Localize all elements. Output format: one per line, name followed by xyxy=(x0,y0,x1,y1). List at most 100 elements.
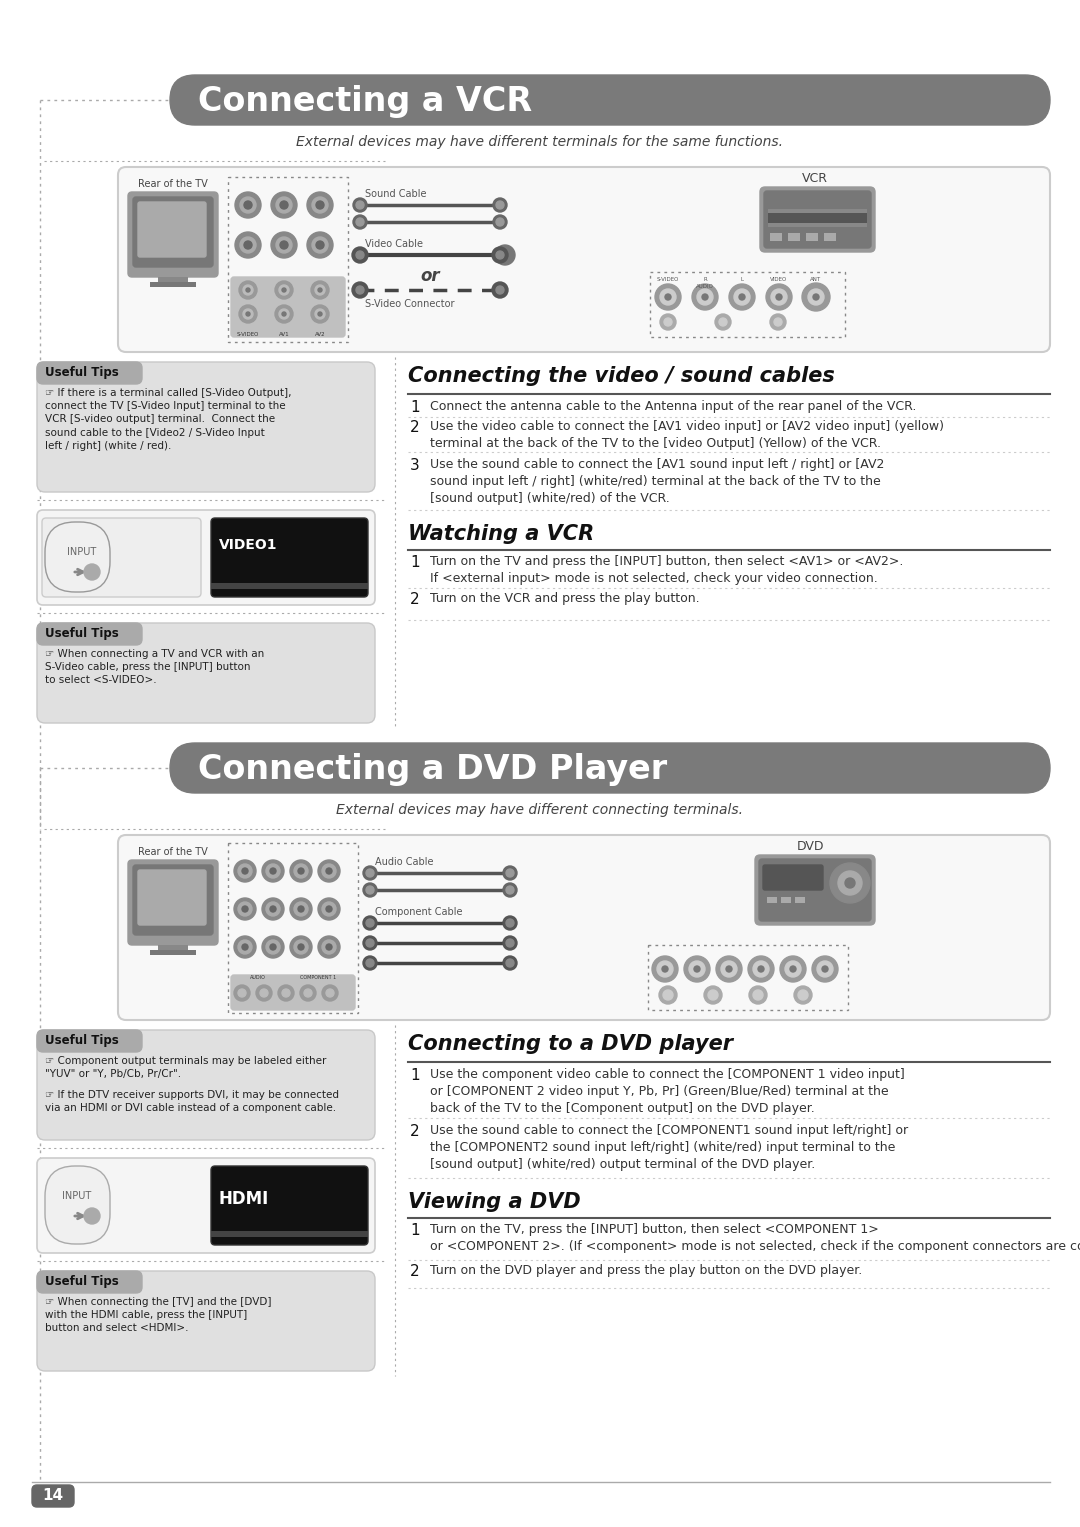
Circle shape xyxy=(496,286,504,295)
Circle shape xyxy=(708,989,718,1000)
FancyBboxPatch shape xyxy=(231,276,345,337)
FancyBboxPatch shape xyxy=(762,864,823,890)
Circle shape xyxy=(507,869,514,876)
Circle shape xyxy=(663,989,673,1000)
FancyBboxPatch shape xyxy=(37,362,141,383)
Circle shape xyxy=(271,232,297,258)
Circle shape xyxy=(240,197,256,212)
Circle shape xyxy=(262,860,284,883)
Circle shape xyxy=(279,308,289,319)
Text: R
AUDIO: R AUDIO xyxy=(697,276,714,289)
FancyBboxPatch shape xyxy=(760,186,875,252)
Text: 1: 1 xyxy=(410,1067,420,1083)
Bar xyxy=(824,234,836,241)
Circle shape xyxy=(303,989,312,997)
Circle shape xyxy=(356,286,364,295)
Circle shape xyxy=(262,898,284,919)
Circle shape xyxy=(282,289,286,292)
Bar xyxy=(806,234,818,241)
FancyBboxPatch shape xyxy=(45,1167,110,1245)
Circle shape xyxy=(366,959,374,967)
Circle shape xyxy=(278,985,294,1002)
FancyBboxPatch shape xyxy=(133,864,213,935)
Text: S-VIDEO: S-VIDEO xyxy=(237,331,259,337)
Text: Rear of the TV: Rear of the TV xyxy=(138,179,207,189)
Text: Watching a VCR: Watching a VCR xyxy=(408,524,594,544)
Circle shape xyxy=(318,936,340,957)
Circle shape xyxy=(242,867,248,873)
Circle shape xyxy=(276,237,292,253)
Bar xyxy=(228,177,348,342)
Text: Useful Tips: Useful Tips xyxy=(45,1275,119,1287)
Circle shape xyxy=(822,967,828,973)
FancyBboxPatch shape xyxy=(138,870,206,925)
Circle shape xyxy=(684,956,710,982)
Circle shape xyxy=(507,939,514,947)
Circle shape xyxy=(753,989,762,1000)
Text: 2: 2 xyxy=(410,1124,420,1139)
Circle shape xyxy=(492,247,508,263)
Circle shape xyxy=(366,919,374,927)
Text: ☞ When connecting the [TV] and the [DVD]
with the HDMI cable, press the [INPUT]
: ☞ When connecting the [TV] and the [DVD]… xyxy=(45,1296,271,1333)
Circle shape xyxy=(280,202,288,209)
Circle shape xyxy=(322,985,338,1002)
Circle shape xyxy=(266,902,280,916)
Text: Useful Tips: Useful Tips xyxy=(45,366,119,379)
Circle shape xyxy=(689,960,705,977)
Circle shape xyxy=(318,860,340,883)
Circle shape xyxy=(234,898,256,919)
Bar xyxy=(767,896,777,902)
Circle shape xyxy=(243,308,253,319)
FancyBboxPatch shape xyxy=(129,192,218,276)
FancyBboxPatch shape xyxy=(118,835,1050,1020)
Circle shape xyxy=(307,232,333,258)
Text: Sound Cable: Sound Cable xyxy=(365,189,427,199)
Circle shape xyxy=(660,315,676,330)
Circle shape xyxy=(496,250,504,260)
Bar xyxy=(158,945,188,951)
FancyBboxPatch shape xyxy=(37,1270,375,1371)
Circle shape xyxy=(315,286,325,295)
Circle shape xyxy=(298,944,303,950)
Circle shape xyxy=(838,870,862,895)
Circle shape xyxy=(777,295,782,299)
Circle shape xyxy=(291,860,312,883)
Circle shape xyxy=(770,315,786,330)
Circle shape xyxy=(664,318,672,325)
Circle shape xyxy=(662,967,669,973)
Circle shape xyxy=(729,284,755,310)
Text: 2: 2 xyxy=(410,592,420,608)
Text: Component Cable: Component Cable xyxy=(375,907,462,918)
Circle shape xyxy=(794,986,812,1003)
Circle shape xyxy=(353,199,367,212)
Text: AV2: AV2 xyxy=(314,331,325,337)
Circle shape xyxy=(496,218,504,226)
Text: Turn on the VCR and press the play button.: Turn on the VCR and press the play butto… xyxy=(430,592,700,605)
Circle shape xyxy=(363,916,377,930)
Circle shape xyxy=(282,989,291,997)
Circle shape xyxy=(234,985,249,1002)
Text: External devices may have different connecting terminals.: External devices may have different conn… xyxy=(337,803,743,817)
Circle shape xyxy=(766,284,792,310)
FancyBboxPatch shape xyxy=(759,860,870,921)
Circle shape xyxy=(318,289,322,292)
Circle shape xyxy=(270,906,276,912)
Circle shape xyxy=(356,218,364,226)
Text: INPUT: INPUT xyxy=(63,1191,92,1202)
Circle shape xyxy=(831,863,870,902)
Circle shape xyxy=(726,967,732,973)
Circle shape xyxy=(243,286,253,295)
Text: 2: 2 xyxy=(410,420,420,435)
Text: Viewing a DVD: Viewing a DVD xyxy=(408,1193,581,1212)
Text: DVD: DVD xyxy=(796,840,824,854)
FancyBboxPatch shape xyxy=(170,744,1050,793)
Circle shape xyxy=(291,936,312,957)
Circle shape xyxy=(298,906,303,912)
FancyBboxPatch shape xyxy=(231,976,355,1009)
FancyBboxPatch shape xyxy=(37,623,141,644)
Circle shape xyxy=(356,202,364,209)
Circle shape xyxy=(813,295,819,299)
Circle shape xyxy=(322,902,336,916)
Circle shape xyxy=(660,289,676,305)
Text: Useful Tips: Useful Tips xyxy=(45,1034,119,1048)
